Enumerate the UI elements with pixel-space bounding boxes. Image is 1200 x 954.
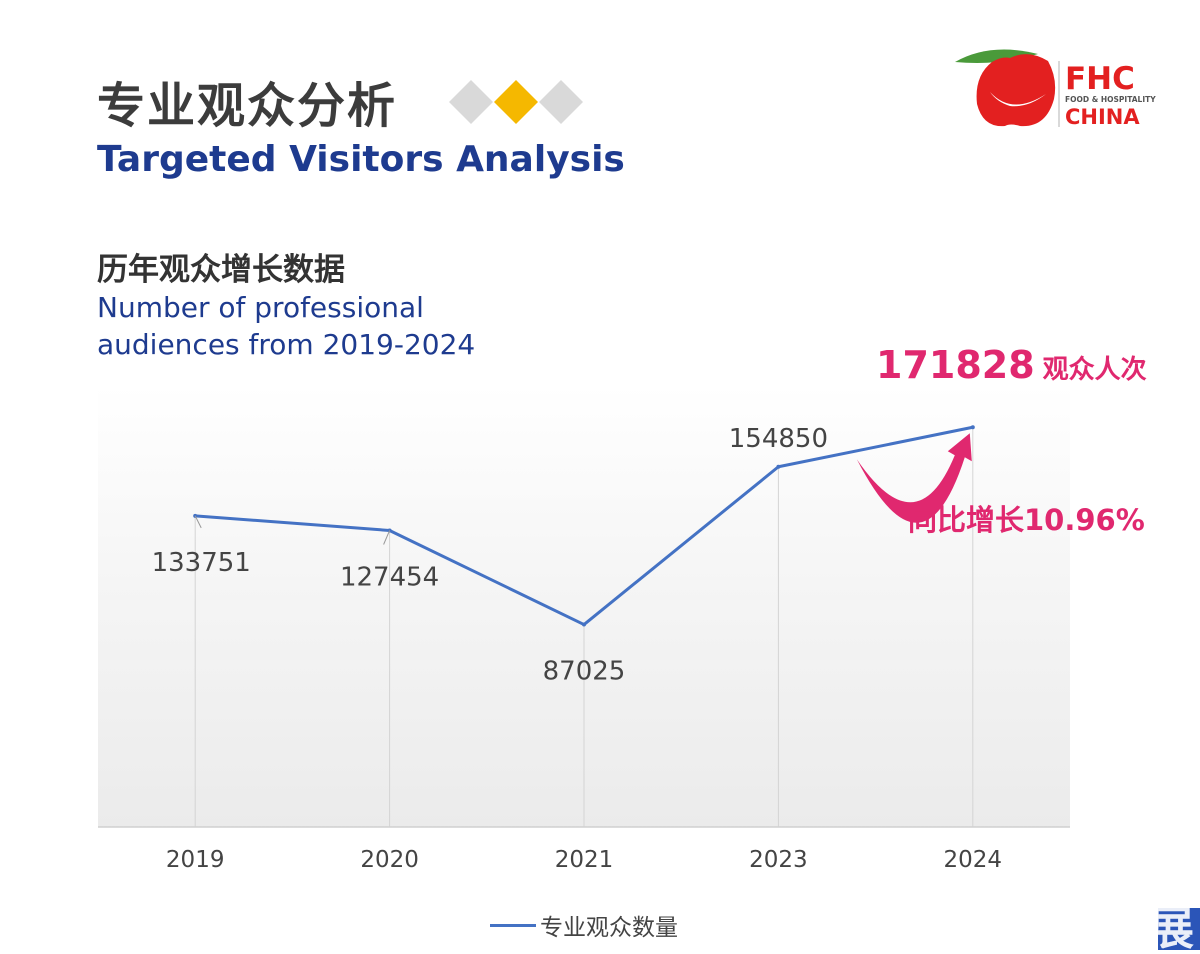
yoy-growth-annotation: 同比增长10.96% bbox=[908, 503, 1145, 537]
data-point-2023 bbox=[776, 464, 781, 469]
x-tick-label-2023: 2023 bbox=[749, 847, 808, 873]
diamond-grey-left bbox=[449, 80, 493, 124]
chart-title-en: Number of professional audiences from 20… bbox=[97, 291, 476, 361]
chart-title-cn: 历年观众增长数据 bbox=[97, 252, 345, 288]
watermark-text: 展 bbox=[1148, 901, 1194, 950]
total-visitors-annotation: 171828 观众人次 bbox=[876, 342, 1147, 396]
data-label-2021: 87025 bbox=[543, 657, 626, 687]
series-line bbox=[195, 425, 974, 627]
diamond-grey-right bbox=[539, 80, 583, 124]
logo-china-text: CHINA bbox=[1065, 105, 1140, 129]
x-tick-label-2020: 2020 bbox=[360, 847, 419, 873]
x-tick-label-2024: 2024 bbox=[944, 847, 1003, 873]
data-point-2024 bbox=[970, 425, 975, 430]
apple-icon bbox=[955, 49, 1056, 127]
total-visitors-unit: 观众人次 bbox=[1042, 355, 1147, 385]
data-point-2021 bbox=[582, 622, 586, 627]
data-label-2020: 127454 bbox=[340, 563, 439, 593]
data-label-2023: 154850 bbox=[729, 424, 828, 454]
watermark: 展 bbox=[1040, 890, 1200, 954]
legend-label: 专业观众数量 bbox=[540, 915, 678, 941]
fhc-logo: FHC FOOD & HOSPITALITY CHINA bbox=[950, 44, 1170, 134]
growth-arrow-icon bbox=[856, 433, 972, 523]
logo-subtitle-text: FOOD & HOSPITALITY bbox=[1065, 95, 1156, 104]
chart-legend: 专业观众数量 bbox=[490, 907, 678, 943]
legend-line-swatch bbox=[490, 923, 536, 927]
x-tick-label-2021: 2021 bbox=[555, 847, 614, 873]
total-visitors-value: 171828 bbox=[876, 343, 1035, 387]
data-label-2019: 133751 bbox=[152, 548, 251, 578]
page-title-en: Targeted Visitors Analysis bbox=[97, 139, 625, 180]
diamond-decoration bbox=[449, 80, 583, 124]
leader-line-2020 bbox=[383, 530, 391, 545]
logo-fhc-text: FHC bbox=[1065, 61, 1135, 97]
diamond-gold bbox=[494, 80, 538, 124]
page-title-cn: 专业观众分析 bbox=[97, 78, 398, 134]
leader-line-2019 bbox=[194, 515, 202, 529]
x-tick-label-2019: 2019 bbox=[166, 847, 225, 873]
